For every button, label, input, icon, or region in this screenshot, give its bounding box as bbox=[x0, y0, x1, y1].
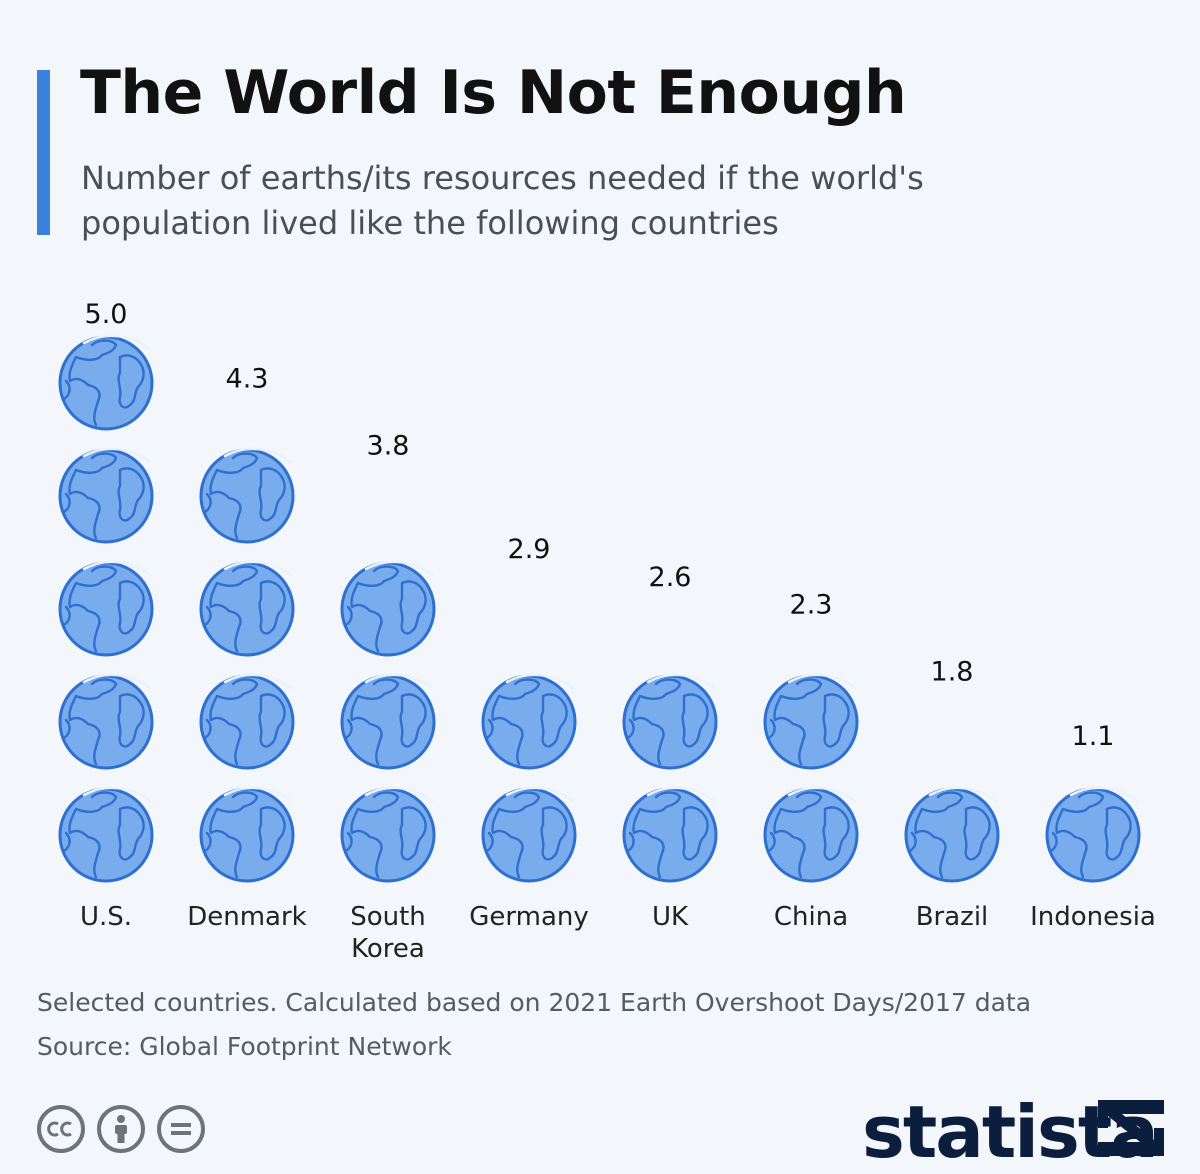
globe-icon bbox=[199, 786, 295, 883]
partial-globe-icon bbox=[904, 694, 1000, 770]
globe-icon bbox=[622, 673, 718, 770]
title-accent-bar bbox=[37, 70, 50, 235]
value-label: 2.3 bbox=[790, 589, 833, 620]
chart-title: The World Is Not Enough bbox=[80, 58, 907, 128]
globe-icon bbox=[340, 786, 436, 883]
category-label: Korea bbox=[351, 934, 425, 964]
partial-globe-icon bbox=[481, 572, 577, 657]
attribution-icon[interactable] bbox=[97, 1105, 145, 1153]
value-label: 2.6 bbox=[649, 562, 692, 593]
category-label: Germany bbox=[469, 902, 589, 932]
globe-icon bbox=[58, 447, 154, 544]
category-label: Brazil bbox=[916, 902, 989, 932]
globe-icon bbox=[481, 673, 577, 770]
globe-icon bbox=[481, 786, 577, 883]
globe-icon bbox=[199, 560, 295, 657]
globe-icon bbox=[763, 673, 859, 770]
globe-icon bbox=[199, 447, 295, 544]
chart-subtitle: Number of earths/its resources needed if… bbox=[81, 159, 924, 242]
globe-icon bbox=[199, 673, 295, 770]
value-label: 1.1 bbox=[1072, 721, 1115, 752]
globe-icon bbox=[58, 673, 154, 770]
category-label: UK bbox=[652, 902, 689, 932]
globe-icon bbox=[1045, 786, 1141, 883]
category-label: Indonesia bbox=[1030, 902, 1156, 932]
partial-globe-icon bbox=[340, 468, 436, 544]
statista-logo-icon bbox=[1098, 1100, 1164, 1156]
value-label: 4.3 bbox=[226, 363, 269, 394]
value-label: 1.8 bbox=[931, 656, 974, 687]
category-label: South bbox=[350, 902, 426, 932]
cc-icon[interactable] bbox=[37, 1105, 85, 1153]
value-label: 3.8 bbox=[367, 430, 410, 461]
globe-icon bbox=[58, 786, 154, 883]
category-label: Denmark bbox=[187, 902, 307, 932]
value-label: 5.0 bbox=[85, 299, 128, 330]
globe-icon bbox=[58, 334, 154, 431]
globe-icon bbox=[340, 673, 436, 770]
chart-footnote: Selected countries. Calculated based on … bbox=[37, 988, 1032, 1017]
globe-icon bbox=[58, 560, 154, 657]
globe-icon bbox=[763, 786, 859, 883]
value-label: 2.9 bbox=[508, 534, 551, 565]
category-label: U.S. bbox=[80, 902, 132, 932]
no-derivatives-icon[interactable] bbox=[157, 1105, 205, 1153]
globe-icon bbox=[904, 786, 1000, 883]
license-icons bbox=[37, 1105, 205, 1153]
globe-icon bbox=[340, 560, 436, 657]
category-label: China bbox=[774, 902, 848, 932]
chart-source: Source: Global Footprint Network bbox=[37, 1032, 452, 1061]
globe-icon bbox=[622, 786, 718, 883]
